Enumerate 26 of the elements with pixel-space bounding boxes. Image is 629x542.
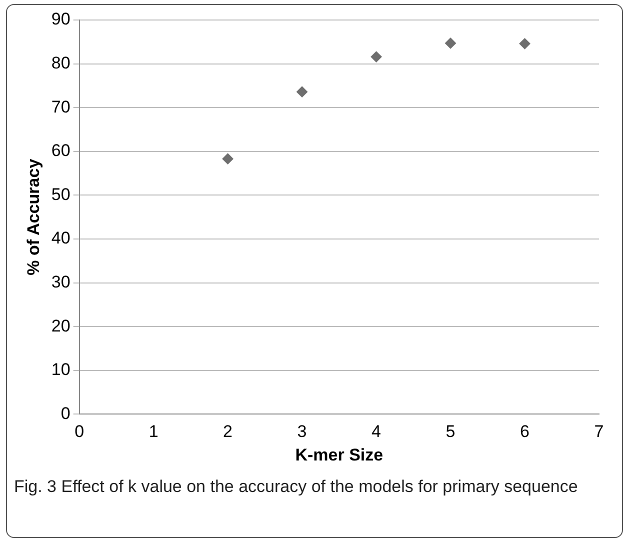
point	[370, 51, 382, 62]
x-tick-label: 2	[223, 422, 233, 442]
x-tick-label: 0	[74, 422, 84, 442]
y-tick-label: 40	[51, 228, 70, 248]
x-tick-label: 4	[372, 422, 382, 442]
point	[445, 38, 456, 49]
point	[222, 153, 234, 164]
y-tick-label: 0	[60, 404, 70, 423]
x-tick-label: 6	[520, 422, 530, 442]
caption: Fig. 3 Effect of k value on the accuracy of the models for primary sequence	[14, 476, 579, 498]
point	[519, 38, 530, 50]
y-tick-label: 90	[51, 10, 70, 29]
point	[296, 86, 308, 98]
y-tick-label: 30	[51, 272, 70, 292]
x-tick-label: 3	[297, 422, 307, 442]
x-tick-label: 1	[148, 422, 158, 442]
x-tick-label: 5	[446, 422, 456, 442]
y-tick-label: 70	[51, 97, 70, 116]
y-tick-label: 60	[51, 141, 70, 160]
y-tick-label: 80	[51, 53, 70, 72]
x-tick-label: 7	[594, 422, 604, 442]
y-tick-label: 20	[51, 316, 70, 336]
y-tick-label: 50	[51, 184, 70, 204]
y-tick-label: 10	[51, 360, 70, 380]
y-axis-title: % of Accuracy	[24, 158, 43, 276]
x-axis-title: K-mer Size	[295, 445, 384, 464]
